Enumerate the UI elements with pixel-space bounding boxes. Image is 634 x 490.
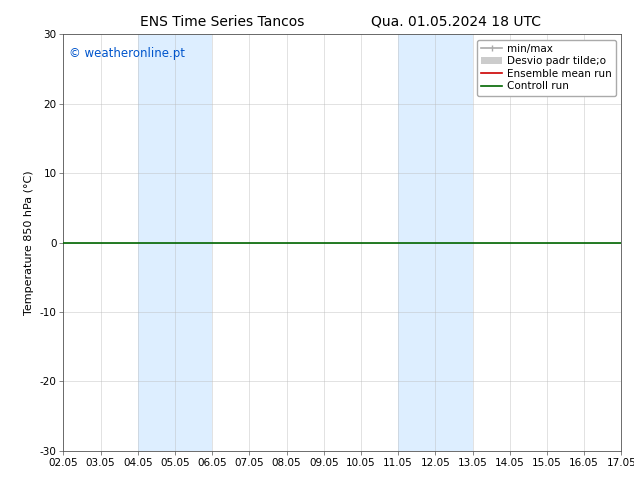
Text: Qua. 01.05.2024 18 UTC: Qua. 01.05.2024 18 UTC [372,15,541,29]
Y-axis label: Temperature 850 hPa (°C): Temperature 850 hPa (°C) [24,170,34,315]
Bar [398,34,472,451]
Bar [138,34,212,451]
Text: © weatheronline.pt: © weatheronline.pt [69,47,185,60]
Legend: min/max, Desvio padr tilde;o, Ensemble mean run, Controll run: min/max, Desvio padr tilde;o, Ensemble m… [477,40,616,96]
Text: ENS Time Series Tancos: ENS Time Series Tancos [139,15,304,29]
